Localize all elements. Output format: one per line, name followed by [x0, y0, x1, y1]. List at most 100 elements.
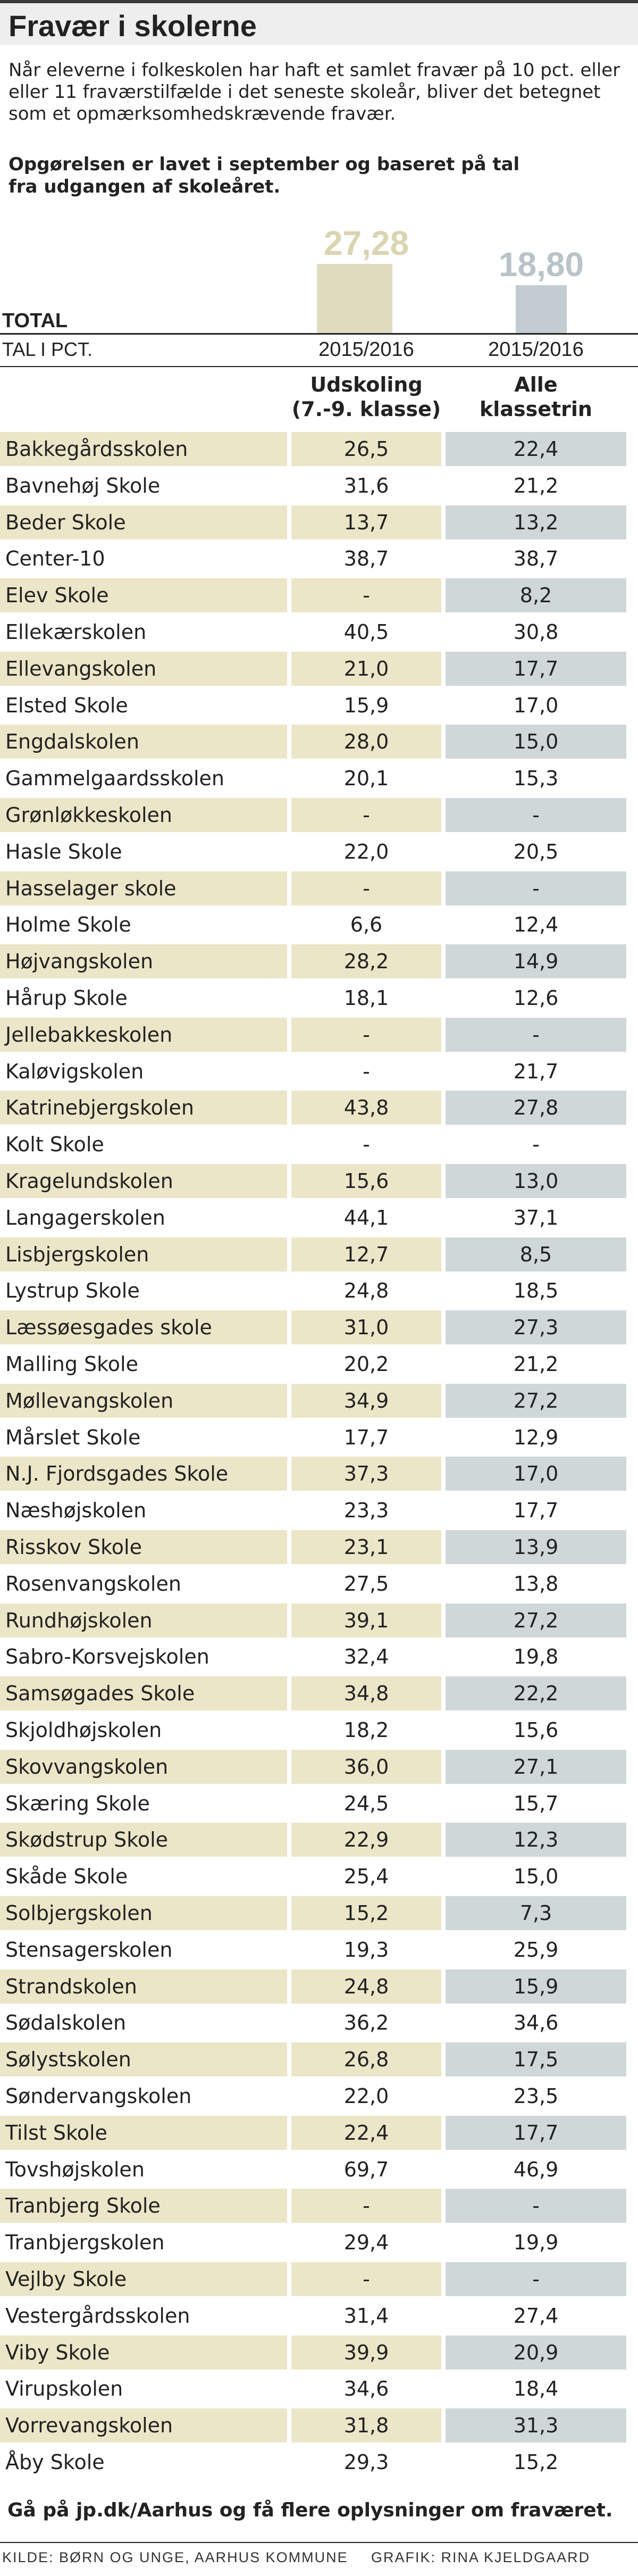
table-row: Skåde Skole 25,4 15,0: [0, 1859, 638, 1896]
table-row: Vorrevangskolen 31,8 31,3: [0, 2408, 638, 2445]
school-name-cell: Vestergårdsskolen: [5, 2304, 190, 2328]
udskoling-value-cell: 26,5: [291, 432, 441, 466]
alle-value-cell: 20,9: [446, 2335, 626, 2370]
udskoling-value-cell: 36,2: [343, 2011, 389, 2035]
alle-value-cell: 23,5: [513, 2084, 559, 2108]
table-row: Tranbjerg Skole - -: [0, 2189, 638, 2225]
table-row: Langagerskolen 44,1 37,1: [0, 1201, 638, 1237]
alle-value-cell: 30,8: [513, 620, 559, 644]
udskoling-value-cell: 32,4: [343, 1645, 389, 1669]
udskoling-value-cell: 24,8: [291, 1969, 441, 2004]
school-name-cell: Sabro-Korsvejskolen: [5, 1645, 209, 1669]
school-name-cell: Kragelundskolen: [0, 1164, 287, 1198]
udskoling-value-cell: 15,9: [343, 693, 389, 717]
school-name-cell: Bakkegårdsskolen: [0, 432, 287, 466]
table-row: Jellebakkeskolen - -: [0, 1017, 638, 1054]
alle-value-cell: 17,7: [513, 1499, 559, 1523]
table-row: Kaløvigskolen - 21,7: [0, 1054, 638, 1091]
column-header-alle-line2: klassetrin: [480, 397, 592, 421]
school-name-cell: Søndervangskolen: [5, 2084, 192, 2108]
alle-value-cell: 38,7: [513, 547, 559, 571]
unit-label: TAL I PCT.: [2, 338, 93, 360]
alle-value-cell: 12,4: [513, 913, 559, 937]
udskoling-value-cell: 27,5: [343, 1572, 389, 1596]
column-header-alle: Alle klassetrin: [446, 372, 626, 421]
school-name-cell: Kolt Skole: [5, 1133, 104, 1157]
table-row: Elev Skole -8,2: [0, 578, 638, 615]
alle-value-cell: 19,8: [513, 1645, 559, 1669]
school-name-cell: Tovshøjskolen: [5, 2157, 145, 2181]
school-name-cell: Højvangskolen: [0, 944, 287, 979]
udskoling-value-cell: 31,6: [343, 473, 389, 497]
alle-value-cell: 31,3: [446, 2408, 626, 2443]
school-name-cell: Kaløvigskolen: [5, 1059, 144, 1083]
alle-value-cell: -: [446, 2262, 626, 2296]
school-name-cell: Virupskolen: [5, 2377, 123, 2401]
total-value-alle: 18,80: [498, 245, 584, 284]
title-bar: Fravær i skolerne: [0, 0, 638, 45]
table-row: Vestergårdsskolen 31,4 27,4: [0, 2299, 638, 2336]
school-name-cell: Center-10: [5, 547, 105, 571]
alle-value-cell: 21,2: [513, 473, 559, 497]
column-header-udskoling-line2: (7.-9. klasse): [291, 397, 441, 421]
table-row: Skæring Skole 24,5 15,7: [0, 1786, 638, 1823]
school-name-cell: Vorrevangskolen: [0, 2408, 287, 2443]
table-row: Gammelgaardsskolen 20,1 15,3: [0, 761, 638, 798]
alle-value-cell: 18,4: [513, 2377, 559, 2401]
table-row: Hårup Skole 18,1 12,6: [0, 981, 638, 1018]
alle-value-cell: -: [532, 1133, 540, 1157]
table-row: Malling Skole 20,2 21,2: [0, 1347, 638, 1384]
school-name-cell: Hårup Skole: [5, 986, 128, 1010]
total-value-udskoling: 27,28: [323, 224, 409, 262]
school-name-cell: Vejlby Skole: [0, 2262, 287, 2296]
school-name-cell: Næshøjskolen: [5, 1499, 147, 1523]
alle-value-cell: 17,0: [513, 693, 559, 717]
table-row: Sødalskolen 36,2 34,6: [0, 2006, 638, 2042]
year-label-udskoling: 2015/2016: [318, 338, 414, 361]
alle-value-cell: -: [446, 2189, 626, 2223]
udskoling-value-cell: -: [291, 1017, 441, 1052]
school-name-cell: Skødstrup Skole: [0, 1823, 287, 1857]
udskoling-value-cell: 21,0: [291, 651, 441, 686]
alle-value-cell: 22,4: [446, 432, 626, 466]
alle-value-cell: 25,9: [513, 1938, 559, 1962]
school-name-cell: Elsted Skole: [5, 693, 128, 717]
alle-value-cell: 17,7: [446, 651, 626, 686]
alle-value-cell: 18,5: [513, 1279, 559, 1303]
alle-value-cell: 13,2: [446, 505, 626, 539]
footer-divider: [0, 2542, 638, 2543]
udskoling-value-cell: 6,6: [350, 913, 383, 937]
school-name-cell: Risskov Skole: [0, 1530, 287, 1564]
table-row: Elsted Skole 15,9 17,0: [0, 688, 638, 725]
table-row: Virupskolen 34,6 18,4: [0, 2372, 638, 2408]
table-row: Vejlby Skole - -: [0, 2262, 638, 2299]
column-header-udskoling: Udskoling (7.-9. klasse): [291, 372, 441, 421]
udskoling-value-cell: 31,0: [291, 1310, 441, 1345]
udskoling-value-cell: 28,0: [291, 725, 441, 759]
alle-value-cell: 14,9: [446, 944, 626, 979]
footer-link[interactable]: Gå på jp.dk/Aarhus og få flere oplysning…: [7, 2499, 613, 2521]
udskoling-value-cell: 24,8: [343, 1279, 389, 1303]
udskoling-value-cell: 31,8: [291, 2408, 441, 2443]
table-row: Sølystskolen 26,8 17,5: [0, 2042, 638, 2079]
table-row: Katrinebjergskolen 43,8 27,8: [0, 1091, 638, 1127]
alle-value-cell: 20,5: [513, 840, 559, 863]
table-row: Stensagerskolen 19,3 25,9: [0, 1933, 638, 1970]
school-name-cell: Tilst Skole: [0, 2115, 287, 2150]
table-row: Ellevangskolen 21,0 17,7: [0, 651, 638, 688]
header-divider: [0, 366, 638, 367]
school-name-cell: Rundhøjskolen: [0, 1603, 287, 1638]
udskoling-value-cell: 18,1: [343, 986, 389, 1010]
table-row: Samsøgades Skole 34,8 22,2: [0, 1676, 638, 1713]
udskoling-value-cell: -: [363, 1059, 370, 1083]
udskoling-value-cell: 22,9: [291, 1823, 441, 1857]
total-bar-udskoling: [317, 264, 392, 333]
udskoling-value-cell: 44,1: [343, 1206, 389, 1229]
school-name-cell: Skovvangskolen: [0, 1749, 287, 1784]
table-row: Bakkegårdsskolen 26,5 22,4: [0, 432, 638, 469]
table-row: Risskov Skole 23,1 13,9: [0, 1530, 638, 1567]
table-row: Grønløkkeskolen - -: [0, 798, 638, 835]
udskoling-value-cell: 20,1: [343, 767, 389, 791]
table-row: Læssøesgades skole 31,0 27,3: [0, 1310, 638, 1347]
alle-value-cell: 37,1: [513, 1206, 559, 1229]
